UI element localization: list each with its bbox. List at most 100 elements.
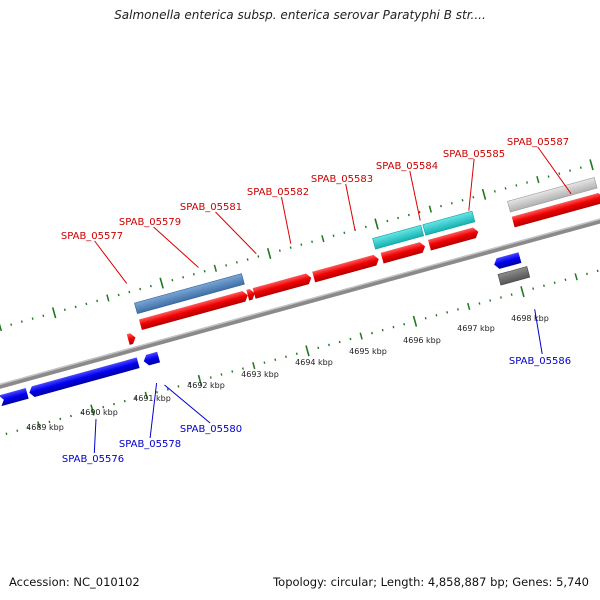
gene-reverse-unlabeled-left[interactable]: [0, 387, 29, 407]
upper-tick-15: [31, 317, 34, 320]
lower-tick-48: [412, 315, 418, 327]
lower-tick-44: [371, 331, 373, 335]
label-SPAB_05582[interactable]: SPAB_05582: [247, 187, 309, 198]
scale-label-group: 4689 kbp 4690 kbp 4691 kbp 4692 kbp 4693…: [26, 314, 549, 432]
scale-label-4697: 4697 kbp: [457, 324, 495, 333]
feature-cyan-1[interactable]: [372, 224, 425, 250]
gene-forward-SPAB_05577[interactable]: [126, 332, 137, 345]
upper-tick-30: [192, 273, 195, 276]
lower-tick-21: [123, 399, 126, 403]
gene-forward-SPAB_05579[interactable]: [138, 290, 249, 331]
callout-SPAB_05586: [534, 309, 543, 355]
genome-summary-text: Topology: circular; Length: 4,858,887 bp…: [273, 575, 589, 589]
label-SPAB_05579[interactable]: SPAB_05579: [119, 217, 181, 228]
upper-tick-16: [42, 314, 45, 317]
feature-cyan-2[interactable]: [422, 210, 476, 236]
lower-tick-12: [27, 426, 29, 430]
gene-reverse-SPAB_05578[interactable]: [142, 351, 161, 367]
upper-tick-39: [289, 246, 292, 249]
upper-tick-67: [589, 159, 594, 171]
upper-tick-29: [182, 275, 185, 279]
lower-tick-11: [16, 429, 19, 433]
gene-forward-SPAB_05587[interactable]: [511, 192, 600, 228]
label-SPAB_05586[interactable]: SPAB_05586: [509, 356, 571, 367]
feature-darkgrey-1[interactable]: [497, 266, 531, 286]
lower-tick-16: [70, 414, 72, 418]
upper-tick-65: [569, 169, 572, 172]
lower-tick-40: [328, 343, 330, 347]
upper-tick-42: [321, 235, 325, 243]
lower-tick-10: [5, 432, 8, 435]
gene-forward-SPAB_05584[interactable]: [380, 241, 427, 264]
upper-tick-13: [10, 323, 13, 326]
upper-tick-41: [311, 240, 314, 243]
gene-forward-SPAB_05581[interactable]: [246, 288, 256, 301]
lower-tick-41: [338, 340, 341, 344]
lower-tick-31: [231, 370, 234, 373]
scale-label-4696: 4696 kbp: [403, 336, 441, 345]
track-layer: [0, 159, 600, 435]
upper-tick-54: [450, 201, 453, 205]
scale-label-4689: 4689 kbp: [26, 423, 64, 432]
lower-tick-55: [489, 299, 492, 302]
label-SPAB_05580[interactable]: SPAB_05580: [180, 424, 242, 435]
lower-tick-59: [532, 287, 535, 290]
callout-SPAB_05582: [281, 196, 292, 244]
lower-tick-18: [90, 404, 95, 416]
scale-label-4690: 4690 kbp: [80, 408, 118, 417]
label-SPAB_05576[interactable]: SPAB_05576: [62, 454, 124, 465]
gene-forward-SPAB_05585[interactable]: [428, 226, 480, 251]
feature-steelblue-1[interactable]: [134, 273, 245, 315]
upper-tick-61: [526, 181, 529, 184]
upper-tick-14: [20, 320, 23, 323]
upper-tick-22: [106, 294, 110, 302]
gene-reverse-SPAB_05576[interactable]: [28, 357, 140, 398]
label-SPAB_05585[interactable]: SPAB_05585: [443, 149, 505, 160]
gene-forward-SPAB_05582[interactable]: [252, 272, 313, 299]
lower-tick-60: [542, 284, 545, 287]
lower-tick-27: [188, 382, 191, 385]
gene-reverse-SPAB_05586[interactable]: [493, 252, 522, 270]
upper-tick-26: [149, 284, 152, 288]
label-SPAB_05583[interactable]: SPAB_05583: [311, 174, 373, 185]
lower-tick-20: [113, 402, 115, 406]
callout-SPAB_05585: [468, 158, 475, 211]
callout-SPAB_05579: [153, 226, 199, 268]
gene-forward-SPAB_05583[interactable]: [312, 254, 380, 283]
lower-tick-13: [37, 421, 41, 429]
callout-SPAB_05578: [149, 382, 158, 439]
lower-tick-38: [305, 345, 310, 357]
lower-tick-37: [295, 352, 298, 356]
scale-label-4695: 4695 kbp: [349, 347, 387, 356]
scale-label-4693: 4693 kbp: [241, 370, 279, 379]
upper-tick-51: [418, 210, 421, 214]
lower-tick-36: [285, 355, 287, 359]
lower-tick-23: [144, 391, 148, 399]
callout-SPAB_05577: [94, 240, 128, 284]
lower-tick-33: [252, 362, 256, 370]
upper-tick-53: [440, 204, 443, 208]
forward-label-group: SPAB_05577 SPAB_05579 SPAB_05581 SPAB_05…: [61, 137, 572, 284]
label-SPAB_05581[interactable]: SPAB_05581: [180, 202, 242, 213]
lower-tick-39: [317, 346, 320, 350]
genome-backbone-highlight: [0, 178, 600, 420]
lower-tick-58: [520, 286, 525, 298]
lower-tick-19: [102, 405, 105, 409]
upper-tick-59: [504, 187, 507, 190]
label-SPAB_05578[interactable]: SPAB_05578: [119, 439, 181, 450]
upper-tick-43: [332, 234, 335, 238]
scale-label-4691: 4691 kbp: [133, 394, 171, 403]
callout-SPAB_05581: [215, 211, 257, 255]
label-SPAB_05584[interactable]: SPAB_05584: [376, 161, 438, 172]
upper-tick-33: [225, 264, 228, 267]
upper-tick-49: [397, 216, 400, 220]
upper-tick-31: [203, 270, 206, 273]
feature-grey-1[interactable]: [507, 177, 598, 213]
upper-tick-24: [128, 290, 131, 294]
label-SPAB_05577[interactable]: SPAB_05577: [61, 231, 123, 242]
label-SPAB_05587[interactable]: SPAB_05587: [507, 137, 569, 148]
lower-tick-26: [177, 385, 180, 388]
upper-tick-55: [461, 199, 464, 202]
lower-tick-ring: [5, 269, 599, 435]
